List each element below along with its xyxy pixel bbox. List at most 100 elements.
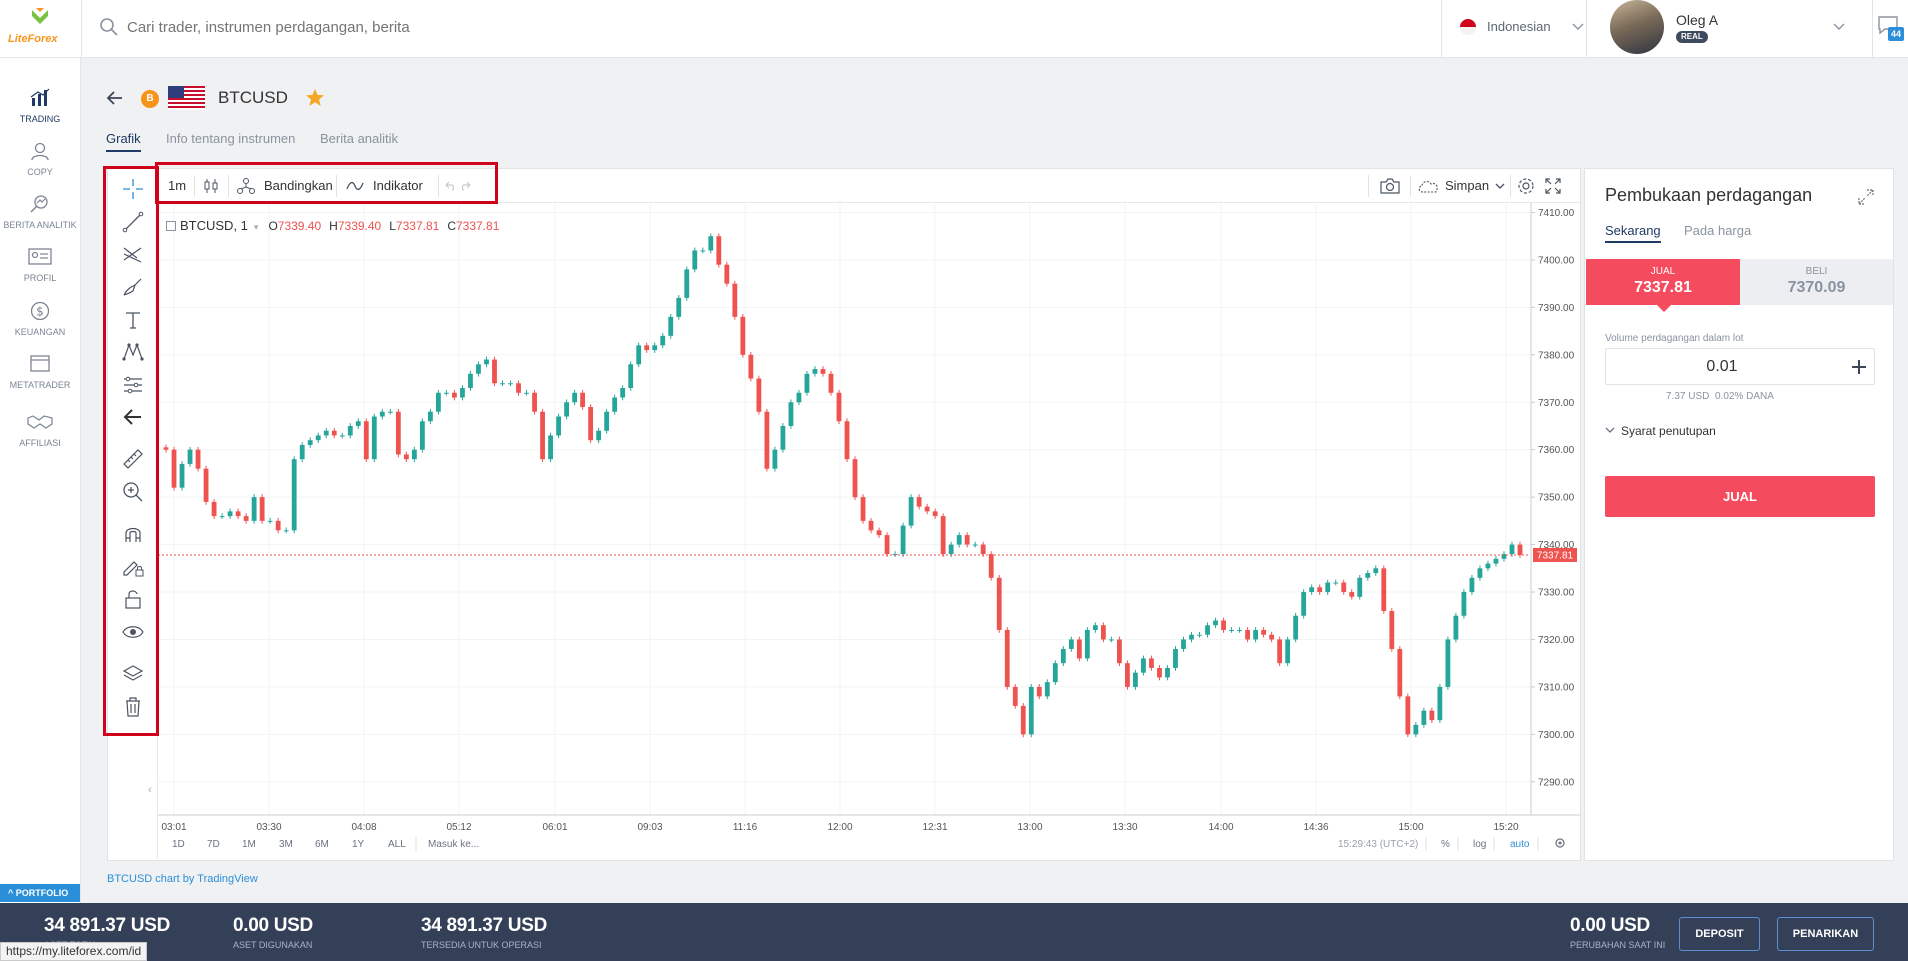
tab-instrument-info[interactable]: Info tentang instrumen (166, 131, 296, 146)
range-1y[interactable]: 1Y (352, 839, 365, 850)
brush-icon[interactable] (121, 275, 145, 299)
candle (1437, 684, 1443, 723)
save-button[interactable]: Simpan (1445, 178, 1490, 193)
candle (1117, 636, 1122, 667)
tab-now[interactable]: Sekarang (1605, 223, 1661, 243)
camera-icon[interactable] (1379, 177, 1401, 195)
prediction-icon[interactable] (121, 373, 145, 397)
zoom-in-icon[interactable] (121, 480, 145, 504)
nav-trading[interactable]: TRADING (0, 88, 80, 124)
tradingview-credit-link[interactable]: BTCUSD chart by TradingView (107, 873, 258, 885)
user-name: Oleg A (1676, 12, 1719, 28)
axis-settings-icon[interactable] (1555, 838, 1565, 848)
nav-finance[interactable]: $ KEUANGAN (0, 301, 80, 337)
candle (1445, 636, 1451, 690)
unlock-icon[interactable] (121, 587, 145, 611)
chevron-down-icon (1833, 23, 1845, 30)
interval-button[interactable]: 1m (168, 178, 187, 193)
candle (572, 389, 578, 406)
candle (1461, 589, 1467, 619)
range-all[interactable]: ALL (388, 839, 406, 850)
pattern-icon[interactable] (121, 340, 145, 364)
legend-dropdown-icon[interactable]: ▾ (253, 222, 259, 232)
tab-chart[interactable]: Grafik (106, 131, 141, 152)
candle (195, 446, 201, 472)
tab-analytics-news[interactable]: Berita analitik (320, 131, 399, 146)
nav-metatrader[interactable]: METATRADER (0, 354, 80, 390)
star-icon[interactable] (305, 88, 325, 107)
crosshair-icon[interactable] (121, 177, 145, 201)
arrow-left-icon[interactable] (121, 405, 145, 429)
candle (1397, 646, 1403, 700)
range-1m[interactable]: 1M (242, 839, 256, 850)
deposit-button[interactable]: DEPOSIT (1679, 917, 1760, 951)
fullscreen-icon[interactable] (1544, 177, 1562, 195)
magnet-icon[interactable] (121, 522, 145, 546)
candle (988, 551, 994, 581)
portfolio-tab[interactable]: ^ PORTFOLIO (0, 884, 80, 902)
volume-input[interactable] (1607, 350, 1837, 383)
layers-icon[interactable] (121, 662, 145, 686)
price-chart[interactable]: 7410.00 7400.00 7390.00 7380.00 7370.00 7360.… (158, 203, 1580, 855)
candle (972, 541, 978, 548)
nav-analytics[interactable]: BERITA ANALITIK (0, 194, 80, 230)
lock-drawing-icon[interactable] (121, 555, 145, 579)
user-menu[interactable]: Oleg A REAL (1587, 0, 1872, 58)
indicators-button[interactable]: Indikator (373, 178, 423, 193)
candle (1365, 570, 1371, 581)
log-toggle[interactable]: log (1473, 839, 1486, 850)
buy-price-button[interactable]: BELI 7370.09 (1740, 259, 1893, 305)
available-assets: 34 891.37 USD TERSEDIA UNTUK OPERASI (421, 915, 548, 950)
ruler-icon[interactable] (121, 447, 145, 471)
range-1d[interactable]: 1D (172, 839, 185, 850)
closing-terms-toggle[interactable]: Syarat penutupan (1621, 424, 1716, 438)
logo[interactable]: LiteForex (4, 6, 74, 50)
range-6m[interactable]: 6M (315, 839, 329, 850)
candle (1213, 617, 1218, 629)
candle (980, 541, 986, 557)
nav-affiliate[interactable]: AFFILIASI (0, 412, 80, 448)
candle (1245, 627, 1250, 643)
collapse-toolbar-icon[interactable]: ‹ (148, 784, 152, 796)
range-7d[interactable]: 7D (207, 839, 220, 850)
compare-button[interactable]: Bandingkan (264, 178, 333, 193)
undo-icon[interactable] (442, 179, 456, 193)
cloud-icon (1418, 181, 1438, 193)
candle-type-icon[interactable] (202, 177, 220, 195)
nav-copy[interactable]: COPY (0, 141, 80, 177)
plus-icon[interactable] (1851, 359, 1867, 375)
sell-price-button[interactable]: JUAL 7337.81 (1586, 259, 1740, 305)
collapse-legend-icon[interactable] (166, 221, 176, 231)
y-tick-label: 7350.00 (1538, 493, 1575, 504)
pitchfork-icon[interactable] (121, 242, 145, 266)
x-tick-label: 11:16 (733, 822, 758, 833)
percent-toggle[interactable]: % (1441, 839, 1450, 850)
search-input[interactable] (127, 14, 827, 40)
trend-line-icon[interactable] (121, 210, 145, 234)
range-3m[interactable]: 3M (279, 839, 293, 850)
handshake-icon (27, 415, 53, 429)
volume-label: Volume perdagangan dalam lot (1605, 333, 1744, 344)
text-icon[interactable] (121, 308, 145, 332)
messages-button[interactable]: 44 (1873, 0, 1908, 58)
redo-icon[interactable] (460, 179, 474, 193)
gear-icon[interactable] (1516, 176, 1536, 196)
y-tick-label: 7380.00 (1538, 350, 1575, 361)
candle (868, 518, 874, 534)
withdraw-button[interactable]: PENARIKAN (1777, 917, 1874, 951)
goto-date-button[interactable]: Masuk ke... (428, 839, 479, 850)
trash-icon[interactable] (121, 695, 145, 719)
expand-panel-icon[interactable] (1856, 187, 1876, 207)
order-panel-title: Pembukaan perdagangan (1605, 185, 1813, 205)
candle (275, 518, 281, 534)
eye-icon[interactable] (121, 620, 145, 644)
sell-submit-button[interactable]: JUAL (1605, 476, 1875, 517)
chevron-down-icon[interactable] (1495, 183, 1505, 191)
chevron-down-icon[interactable] (1605, 427, 1615, 435)
auto-toggle[interactable]: auto (1510, 839, 1530, 850)
tab-at-price[interactable]: Pada harga (1684, 223, 1752, 238)
language-selector[interactable]: Indonesian (1442, 0, 1586, 58)
nav-profile[interactable]: PROFIL (0, 247, 80, 283)
y-tick-label: 7290.00 (1538, 777, 1575, 788)
back-arrow-icon[interactable] (106, 90, 124, 106)
